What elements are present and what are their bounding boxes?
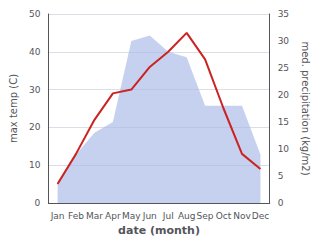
svg-text:30: 30 bbox=[278, 36, 290, 46]
svg-text:Dec: Dec bbox=[252, 211, 269, 221]
svg-text:Oct: Oct bbox=[216, 211, 232, 221]
svg-text:50: 50 bbox=[29, 9, 41, 19]
svg-text:10: 10 bbox=[278, 144, 290, 154]
svg-text:25: 25 bbox=[278, 63, 289, 73]
svg-text:5: 5 bbox=[278, 171, 284, 181]
svg-text:max temp (C): max temp (C) bbox=[8, 74, 19, 143]
svg-text:Jan: Jan bbox=[50, 211, 65, 221]
svg-text:0: 0 bbox=[278, 198, 284, 208]
svg-text:20: 20 bbox=[29, 122, 41, 132]
svg-text:Sep: Sep bbox=[197, 211, 214, 221]
svg-text:15: 15 bbox=[278, 117, 289, 127]
svg-text:Mar: Mar bbox=[86, 211, 103, 221]
svg-text:0: 0 bbox=[35, 198, 41, 208]
svg-text:Aug: Aug bbox=[178, 211, 196, 221]
svg-text:Jun: Jun bbox=[142, 211, 157, 221]
svg-text:Apr: Apr bbox=[105, 211, 121, 221]
svg-text:Nov: Nov bbox=[233, 211, 251, 221]
svg-text:May: May bbox=[122, 211, 141, 221]
svg-text:10: 10 bbox=[29, 160, 41, 170]
svg-text:35: 35 bbox=[278, 9, 289, 19]
svg-text:40: 40 bbox=[29, 47, 41, 57]
svg-text:med. precipitation (kg/m2): med. precipitation (kg/m2) bbox=[300, 41, 311, 175]
svg-text:Feb: Feb bbox=[68, 211, 84, 221]
svg-text:30: 30 bbox=[29, 85, 41, 95]
svg-text:date (month): date (month) bbox=[118, 224, 200, 237]
svg-text:Jul: Jul bbox=[162, 211, 174, 221]
svg-text:20: 20 bbox=[278, 90, 290, 100]
